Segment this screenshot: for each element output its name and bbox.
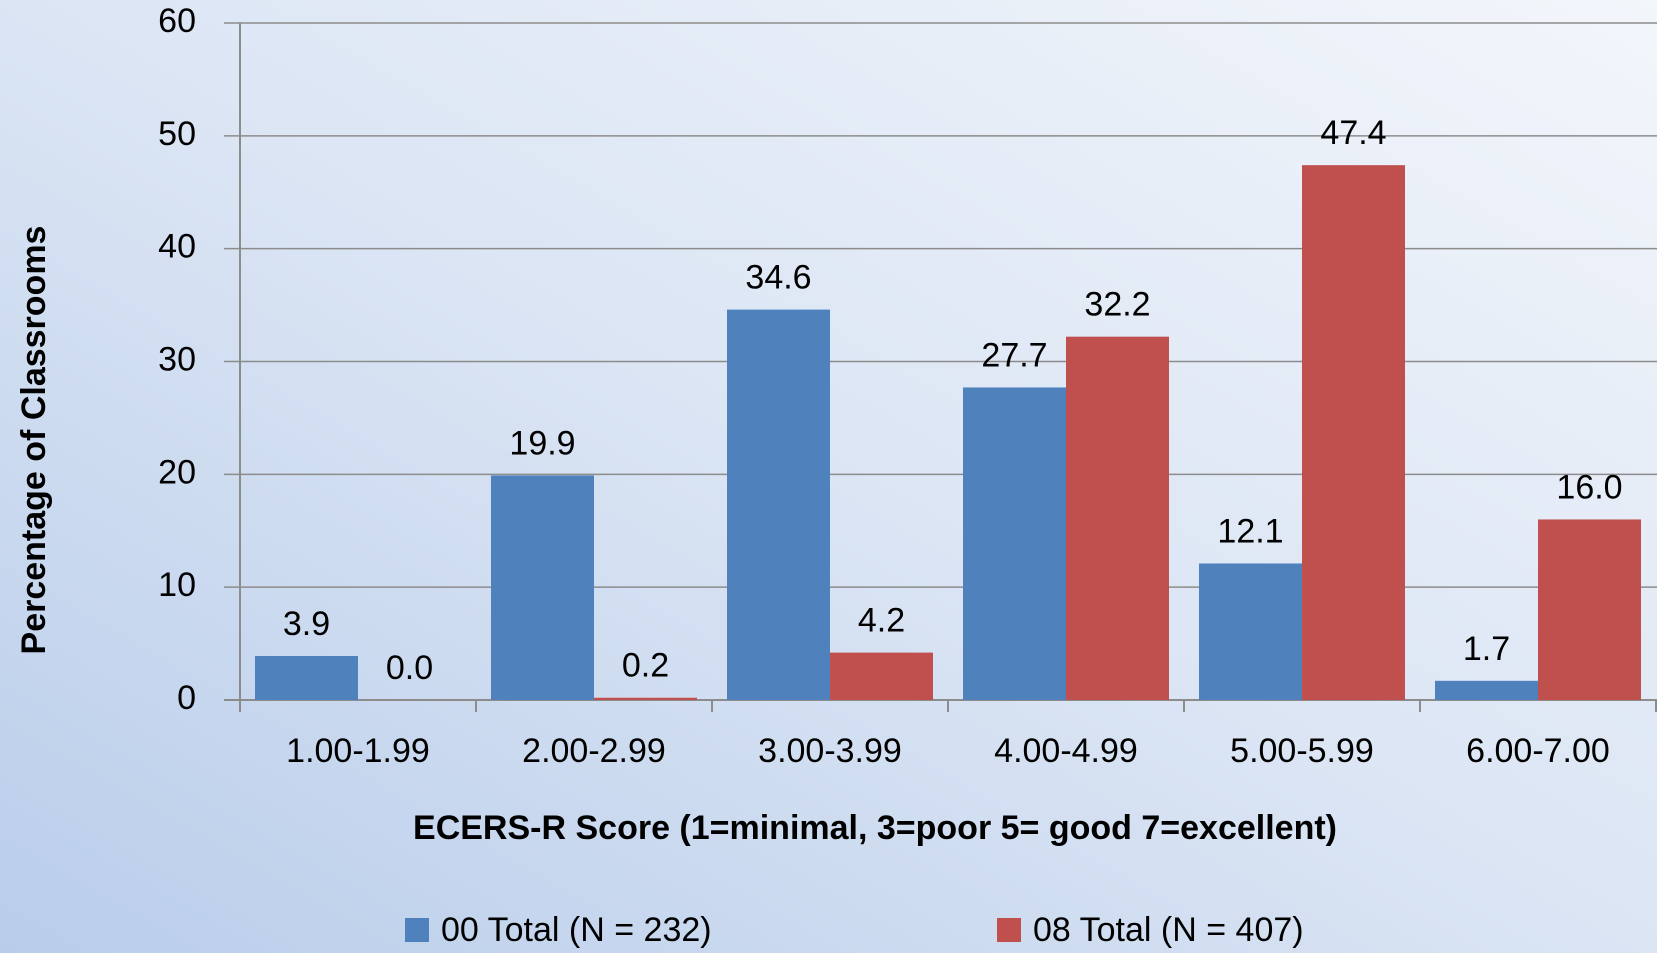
legend-swatch (405, 918, 429, 942)
x-tick-label: 5.00-5.99 (1230, 732, 1374, 770)
x-tick-label: 4.00-4.99 (994, 732, 1138, 770)
bar (1066, 336, 1169, 700)
bar (830, 652, 933, 700)
data-label: 27.7 (981, 336, 1047, 374)
y-tick-label: 30 (158, 340, 196, 378)
data-label: 0.0 (386, 649, 433, 687)
data-label: 47.4 (1320, 114, 1386, 152)
bar (1199, 563, 1302, 700)
y-tick-label: 50 (158, 115, 196, 153)
data-label: 16.0 (1556, 468, 1622, 506)
y-axis-title: Percentage of Classrooms (15, 226, 53, 655)
data-label: 12.1 (1217, 512, 1283, 550)
x-tick-label: 3.00-3.99 (758, 732, 902, 770)
y-tick-label: 60 (158, 2, 196, 40)
y-tick-label: 20 (158, 453, 196, 491)
bar (1538, 519, 1641, 700)
data-label: 32.2 (1084, 286, 1150, 324)
bar (594, 697, 697, 700)
data-label: 4.2 (858, 602, 905, 640)
legend-label: 08 Total (N = 407) (1033, 911, 1304, 949)
data-label: 1.7 (1463, 630, 1510, 668)
y-tick-label: 0 (177, 679, 196, 717)
x-tick-label: 1.00-1.99 (286, 732, 430, 770)
bar (963, 387, 1066, 700)
y-tick-label: 10 (158, 566, 196, 604)
x-tick-label: 6.00-7.00 (1466, 732, 1610, 770)
data-label: 34.6 (745, 259, 811, 297)
y-tick-label: 40 (158, 228, 196, 266)
x-axis-title: ECERS-R Score (1=minimal, 3=poor 5= good… (413, 809, 1337, 847)
legend-swatch (997, 918, 1021, 942)
data-label: 3.9 (283, 605, 330, 643)
data-label: 19.9 (509, 424, 575, 462)
bar (1302, 165, 1405, 701)
bar (255, 655, 358, 700)
data-label: 0.2 (622, 647, 669, 685)
legend-label: 00 Total (N = 232) (441, 911, 712, 949)
x-tick-label: 2.00-2.99 (522, 732, 666, 770)
bar (1435, 680, 1538, 700)
bar (491, 475, 594, 700)
bar (727, 309, 830, 700)
